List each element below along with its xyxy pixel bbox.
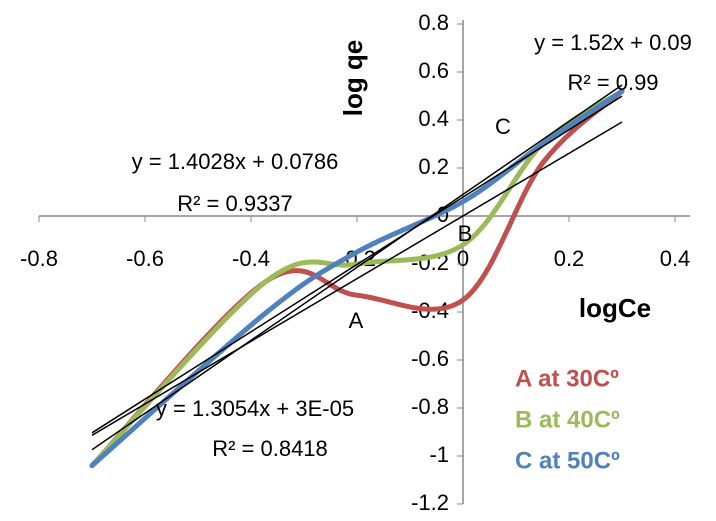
y-tick-label: -0.8 xyxy=(411,394,449,419)
x-tick-label: 0.2 xyxy=(554,246,585,271)
x-axis-title: logCe xyxy=(579,293,651,323)
series-line xyxy=(89,88,625,469)
curve-label: B xyxy=(458,221,473,246)
y-tick-label: -0.6 xyxy=(411,346,449,371)
x-tick-label: -0.8 xyxy=(20,246,58,271)
curve-label: C xyxy=(495,114,511,139)
y-tick-label: 0.2 xyxy=(418,154,449,179)
x-tick-label: 0.4 xyxy=(660,246,691,271)
legend-entry: B at 40Cº xyxy=(515,406,620,433)
x-tick-label: 0 xyxy=(457,246,469,271)
trend-equation: y = 1.4028x + 0.0786 xyxy=(132,149,339,174)
trendline xyxy=(91,84,623,451)
trend-r-squared: R² = 0.99 xyxy=(567,70,658,95)
trendline xyxy=(91,95,623,434)
legend-entry: C at 50Cº xyxy=(515,447,620,474)
y-axis-title: log qe xyxy=(338,40,368,117)
trendline xyxy=(91,121,623,436)
y-tick-label: 0.8 xyxy=(418,10,449,35)
trend-r-squared: R² = 0.9337 xyxy=(177,191,293,216)
trend-equation: y = 1.52x + 0.09 xyxy=(534,30,692,55)
y-tick-label: 0.4 xyxy=(418,106,449,131)
y-tick-label: 0.6 xyxy=(418,58,449,83)
trend-equation: y = 1.3054x + 3E-05 xyxy=(156,396,354,421)
x-tick-label: -0.4 xyxy=(232,246,270,271)
y-tick-label: -1.2 xyxy=(411,490,449,515)
trend-r-squared: R² = 0.8418 xyxy=(212,436,328,461)
x-tick-label: -0.6 xyxy=(126,246,164,271)
legend-entry: A at 30Cº xyxy=(515,365,619,392)
y-tick-label: -1 xyxy=(429,442,449,467)
curve-label: A xyxy=(349,308,364,333)
